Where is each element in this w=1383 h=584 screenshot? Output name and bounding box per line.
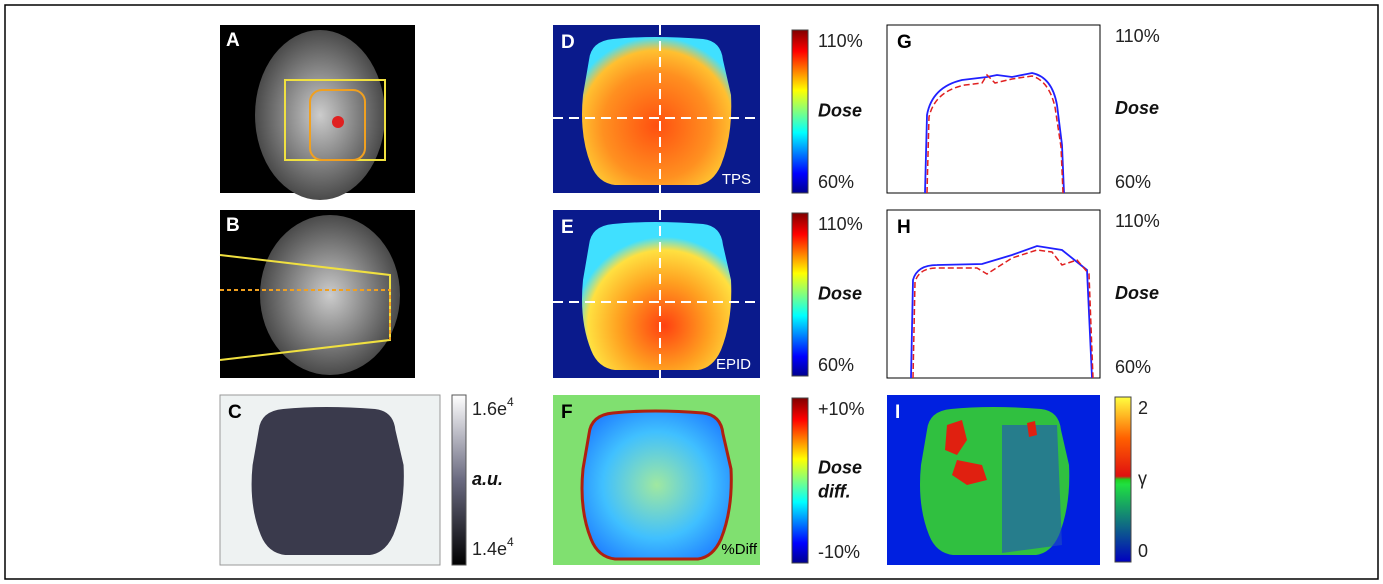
colorbar-max: +10% (818, 399, 865, 419)
colorbar-title: a.u. (472, 469, 503, 489)
colorbar-max: 110% (1115, 211, 1160, 231)
panel-g: G (886, 24, 1101, 194)
colorbar-title: diff. (818, 481, 851, 501)
anatomy (255, 30, 385, 200)
image-tag: EPID (716, 356, 751, 373)
figure-frame (4, 4, 1379, 580)
colorbar-min: 60% (818, 172, 854, 192)
colorbar-title: Dose (818, 457, 862, 477)
pass-region (1002, 425, 1062, 553)
colorbar (791, 212, 809, 377)
colorbar-max: 2 (1138, 398, 1148, 418)
colorbar-max: 110% (818, 31, 863, 51)
colorbar-title: Dose (818, 100, 862, 120)
epid-profile (912, 249, 1094, 379)
panel-label: C (228, 402, 242, 423)
panel-label: A (226, 30, 240, 51)
colorbar (1114, 396, 1132, 563)
colorbar-max: 110% (818, 214, 863, 234)
isocenter (332, 116, 344, 128)
colorbar-max: 110% (1115, 26, 1160, 46)
target-outline (220, 289, 391, 340)
colorbar-title: Dose (1115, 283, 1159, 303)
colorbar-title: Dose (1115, 98, 1159, 118)
profile-plot (886, 209, 1101, 379)
field (580, 409, 733, 561)
panel-label: B (226, 215, 240, 236)
panel-label: E (561, 217, 574, 238)
target-outline (309, 89, 366, 161)
panel-a: A (220, 25, 415, 200)
colorbar (451, 394, 467, 566)
panel-label: F (561, 402, 573, 423)
field (251, 407, 404, 555)
colorbar-min: 60% (1115, 172, 1151, 192)
anatomy (260, 215, 400, 375)
colorbar-min: 60% (1115, 357, 1151, 377)
tps-profile (910, 245, 1093, 379)
epid-profile (926, 73, 1064, 194)
fail-region (945, 420, 1037, 485)
colorbar-title: γ (1138, 468, 1147, 488)
panel-d: D TPS (553, 25, 760, 193)
field-outline (219, 254, 391, 361)
panel-e: E EPID (553, 210, 760, 378)
label-base: 1.6e (472, 399, 507, 419)
panel-c: C 1.6e4 a.u. 1.4e4 (219, 394, 514, 566)
colorbars: 110% 60% Dose 110% 60% Dose +10% -10% Dose diff. 1… (791, 26, 1160, 564)
panel-label: D (561, 32, 575, 53)
panel-i: I (887, 395, 1100, 565)
panel-f: F %Diff (553, 395, 760, 565)
colorbar-title: Dose (818, 283, 862, 303)
image-tag: %Diff (721, 541, 757, 558)
panel-h: H (886, 209, 1101, 379)
colorbar-min: -10% (818, 542, 860, 562)
label-exp: 4 (507, 395, 514, 409)
colorbar-min: 1.4e4 (472, 535, 514, 559)
panel-label: I (895, 402, 900, 423)
colorbar (791, 29, 809, 194)
profile-plot (886, 24, 1101, 194)
panel-label: H (897, 217, 911, 238)
colorbar-min: 60% (818, 355, 854, 375)
panel-label: G (897, 32, 912, 53)
colorbar-min: 0 (1138, 541, 1148, 561)
label-base: 1.4e (472, 539, 507, 559)
field (582, 37, 732, 185)
image-tag: TPS (722, 171, 751, 188)
field (582, 222, 732, 370)
colorbar (791, 397, 809, 564)
tps-profile (924, 72, 1065, 194)
colorbar-max: 1.6e4 (472, 395, 514, 419)
panel-b: B (219, 210, 415, 378)
label-exp: 4 (507, 535, 514, 549)
